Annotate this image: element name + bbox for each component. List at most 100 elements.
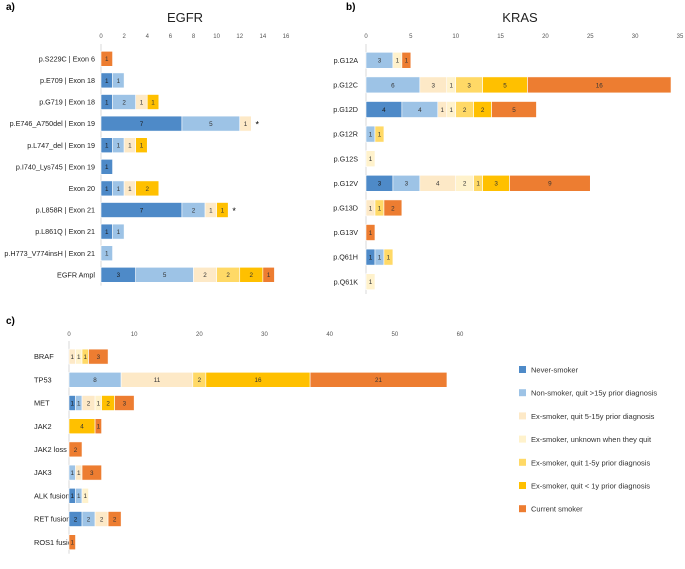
kras-category-label: p.G13V bbox=[334, 228, 359, 237]
other-category-label: JAK3 bbox=[34, 468, 52, 477]
egfr-tick-label: 14 bbox=[260, 34, 267, 40]
kras-data-label: 9 bbox=[548, 181, 552, 188]
kras-data-label: 3 bbox=[405, 181, 409, 188]
egfr-category-label: p.I740_Lys745 | Exon 19 bbox=[16, 162, 95, 171]
kras-data-label: 1 bbox=[378, 132, 382, 139]
kras-tick-label: 35 bbox=[677, 34, 684, 40]
egfr-data-label: 7 bbox=[140, 207, 144, 214]
egfr-category-label: p.S229C | Exon 6 bbox=[39, 54, 95, 63]
kras-data-label: 1 bbox=[369, 132, 373, 139]
other-data-label: 1 bbox=[77, 493, 81, 500]
legend-label-current: Current smoker bbox=[531, 505, 583, 514]
egfr-bar-segment bbox=[112, 223, 125, 240]
kras-category-label: p.G12S bbox=[334, 154, 359, 163]
egfr-tick-label: 0 bbox=[99, 34, 103, 40]
kras-data-label: 3 bbox=[432, 82, 436, 89]
legend-swatch-nonsmoker15 bbox=[519, 389, 526, 397]
egfr-data-label: 1 bbox=[128, 143, 132, 150]
other-data-label: 1 bbox=[84, 354, 88, 361]
egfr-category-label: p.E746_A750del | Exon 19 bbox=[10, 119, 95, 128]
kras-data-label: 3 bbox=[378, 181, 382, 188]
egfr-bar-segment bbox=[100, 159, 113, 175]
legend-swatch-ex515 bbox=[519, 412, 526, 420]
egfr-panel-label: a) bbox=[6, 2, 15, 13]
kras-data-label: 1 bbox=[387, 255, 391, 262]
other-bar-segment bbox=[81, 464, 102, 481]
kras-bar-segment bbox=[365, 273, 376, 291]
other-category-label: MET bbox=[34, 399, 50, 408]
other-bar-segment bbox=[68, 534, 76, 551]
kras-bar-segment bbox=[365, 224, 376, 241]
egfr-tick-label: 2 bbox=[122, 34, 126, 40]
legend-swatch-exlt1 bbox=[519, 482, 526, 489]
egfr-tick-label: 10 bbox=[213, 34, 220, 40]
egfr-data-label: 5 bbox=[163, 272, 167, 279]
kras-tick-label: 10 bbox=[452, 34, 459, 40]
other-data-label: 4 bbox=[80, 424, 84, 431]
kras-data-label: 1 bbox=[396, 58, 400, 65]
egfr-bar-segment bbox=[100, 50, 113, 67]
egfr-data-label: 1 bbox=[105, 164, 109, 171]
kras-bar-segment bbox=[383, 248, 394, 266]
other-data-label: 3 bbox=[123, 400, 127, 407]
other-data-label: 2 bbox=[74, 516, 78, 523]
egfr-bar-segment bbox=[216, 202, 229, 218]
legend-swatch-ex15 bbox=[519, 458, 526, 466]
egfr-data-label: 5 bbox=[209, 121, 213, 128]
other-panel-label: c) bbox=[6, 316, 15, 327]
egfr-data-label: 1 bbox=[105, 251, 109, 258]
egfr-data-label: 1 bbox=[117, 143, 121, 150]
other-bar-segment bbox=[114, 395, 135, 411]
other-data-label: 3 bbox=[90, 470, 94, 477]
kras-data-label: 1 bbox=[369, 156, 373, 163]
kras-tick-label: 15 bbox=[497, 34, 504, 40]
other-data-label: 2 bbox=[113, 516, 117, 523]
legend-label-ex15: Ex-smoker, quit 1-5y prior diagnosis bbox=[531, 458, 650, 467]
kras-category-label: p.G12V bbox=[334, 179, 359, 188]
other-category-label: ALK fusion bbox=[34, 491, 70, 500]
egfr-data-label: 2 bbox=[203, 272, 207, 279]
kras-tick-label: 5 bbox=[409, 34, 413, 40]
kras-data-label: 2 bbox=[391, 205, 395, 212]
kras-data-label: 1 bbox=[369, 255, 373, 262]
other-tick-label: 50 bbox=[391, 332, 398, 338]
other-data-label: 2 bbox=[87, 516, 91, 523]
kras-data-label: 1 bbox=[369, 279, 373, 286]
egfr-data-label: 1 bbox=[128, 186, 132, 193]
other-category-label: TP53 bbox=[34, 375, 52, 384]
egfr-category-label: EGFR Ampl bbox=[57, 270, 95, 279]
other-category-label: JAK2 bbox=[34, 422, 52, 431]
egfr-data-label: 2 bbox=[192, 207, 196, 214]
kras-title: KRAS bbox=[502, 10, 538, 25]
other-data-label: 1 bbox=[97, 400, 101, 407]
other-data-label: 1 bbox=[77, 400, 81, 407]
egfr-category-label: p.E709 | Exon 18 bbox=[40, 76, 95, 85]
other-data-label: 2 bbox=[106, 400, 110, 407]
other-data-label: 2 bbox=[198, 377, 202, 384]
egfr-data-label: 1 bbox=[105, 229, 109, 236]
egfr-tick-label: 8 bbox=[192, 34, 196, 40]
egfr-data-label: 1 bbox=[140, 143, 144, 150]
kras-bar-segment bbox=[374, 125, 385, 143]
other-tick-label: 40 bbox=[326, 332, 333, 338]
egfr-data-label: 1 bbox=[140, 99, 144, 106]
egfr-bar-segment bbox=[262, 266, 275, 283]
kras-data-label: 1 bbox=[378, 255, 382, 262]
egfr-data-label: 1 bbox=[117, 186, 121, 193]
other-data-label: 2 bbox=[100, 516, 104, 523]
kras-data-label: 3 bbox=[378, 58, 382, 65]
other-bar-segment bbox=[88, 348, 109, 365]
other-category-label: RET fusion bbox=[34, 515, 70, 524]
egfr-category-label: p.L858R | Exon 21 bbox=[36, 206, 95, 215]
other-tick-label: 30 bbox=[261, 332, 268, 338]
kras-data-label: 2 bbox=[463, 107, 467, 114]
egfr-significance-marker: * bbox=[256, 120, 260, 130]
egfr-tick-label: 4 bbox=[146, 34, 150, 40]
egfr-title: EGFR bbox=[167, 10, 203, 25]
kras-data-label: 5 bbox=[512, 107, 516, 114]
